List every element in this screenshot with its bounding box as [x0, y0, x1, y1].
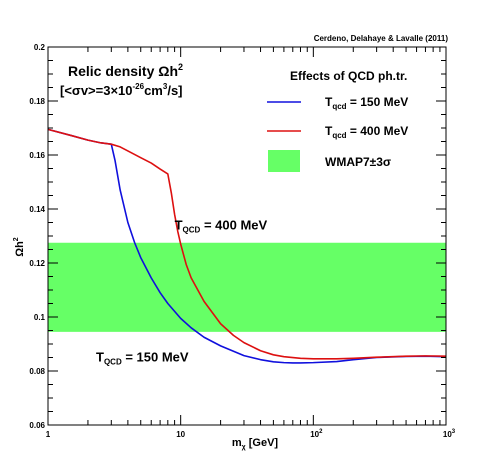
chart-title-line2-sup: -26 — [133, 82, 145, 91]
chart-title-line2-post: cm — [144, 83, 163, 98]
legend-label-400-sub: qcd — [332, 131, 346, 140]
series-line-0 — [47, 128, 447, 364]
x-tick-label: 102 — [310, 429, 323, 439]
x-tick-label: 10 — [176, 430, 185, 439]
x-axis-label: mχ [GeV] — [232, 437, 279, 451]
wmap-band — [48, 242, 446, 332]
legend-label-150-post: = 150 MeV — [347, 95, 409, 109]
annotation-150-post: = 150 MeV — [122, 350, 189, 365]
y-tick-label: 0.16 — [29, 151, 45, 160]
annotation-150-pre: T — [96, 350, 104, 365]
annotation-400: TQCD = 400 MeV — [175, 217, 268, 234]
series-line-1 — [47, 128, 447, 360]
legend-label-150: Tqcd = 150 MeV — [325, 95, 408, 111]
x-axis-label-sub: χ — [242, 444, 246, 451]
y-tick-label: 0.08 — [29, 367, 45, 376]
annotation-400-sub: QCD — [183, 225, 201, 234]
x-axis-label-pre: m — [232, 437, 242, 449]
annotation-150: TQCD = 150 MeV — [96, 350, 189, 367]
y-tick-label: 0.2 — [34, 43, 46, 52]
ticks-layer — [47, 46, 447, 426]
y-tick-label: 0.12 — [29, 259, 45, 268]
annotation-150-sub: QCD — [104, 358, 122, 367]
chart-title-line2-end: /s] — [167, 83, 182, 98]
legend-label-150-pre: T — [325, 95, 333, 109]
legend-label-400-pre: T — [325, 124, 333, 138]
y-tick-label: 0.1 — [34, 313, 46, 322]
chart-title-line1: Relic density Ωh2 — [68, 62, 183, 79]
x-tick-label: 1 — [46, 430, 51, 439]
y-tick-label: 0.18 — [29, 97, 45, 106]
series-layer — [47, 128, 447, 364]
legend-label-400: Tqcd = 400 MeV — [325, 124, 408, 140]
chart-title-line2: [<σv>=3×10-26cm3/s] — [60, 82, 183, 98]
chart-title-main: Relic density Ωh — [68, 63, 178, 79]
chart-title-line2-sup2: 3 — [163, 82, 168, 91]
y-axis-label-sup: 2 — [13, 237, 20, 241]
legend-label-400-post: = 400 MeV — [347, 124, 409, 138]
credit-text: Cerdeno, Delahaye & Lavalle (2011) — [314, 34, 449, 43]
y-axis-label: Ωh2 — [13, 237, 26, 257]
chart-title-sup: 2 — [178, 62, 183, 72]
legend-box-wmap — [268, 150, 300, 172]
legend-label-wmap: WMAP7±3σ — [325, 155, 391, 169]
annotation-400-post: = 400 MeV — [200, 217, 267, 232]
x-tick-label: 103 — [443, 429, 456, 439]
x-axis-label-post: [GeV] — [246, 437, 279, 449]
y-tick-label: 0.06 — [29, 421, 45, 430]
annotation-400-pre: T — [175, 217, 183, 232]
y-axis-label-main: Ωh — [14, 241, 26, 257]
legend: Effects of QCD ph.tr. Tqcd = 150 MeV Tqc… — [267, 69, 408, 172]
chart-title-line2-pre: [<σv>=3×10 — [60, 83, 133, 98]
legend-title: Effects of QCD ph.tr. — [290, 69, 407, 83]
legend-label-150-sub: qcd — [332, 102, 346, 111]
tick-labels-layer: 1 10 102 103 0.06 0.08 0.1 0.12 0.14 0.16 0.18 0.2 — [29, 43, 455, 439]
y-tick-label: 0.14 — [29, 205, 45, 214]
